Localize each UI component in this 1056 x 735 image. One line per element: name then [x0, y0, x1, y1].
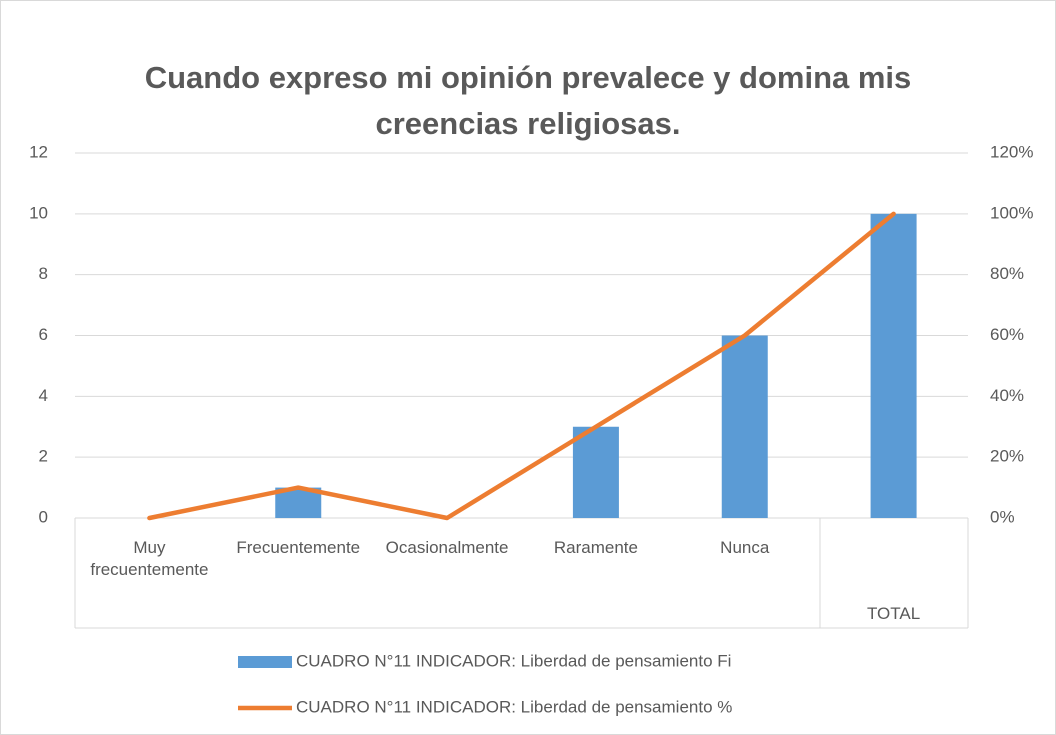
bar: [572, 426, 619, 518]
y2-tick-label: 60%: [990, 325, 1024, 344]
x-tick-label: Raramente: [553, 538, 638, 557]
x-tick-label: Nunca: [720, 538, 770, 557]
bar: [870, 213, 917, 519]
axis-frame: [74, 518, 969, 629]
y2-tick-label: 0%: [990, 507, 1015, 526]
legend-label: CUADRO N°11 INDICADOR: Liberdad de pensa…: [296, 651, 731, 670]
chart-title: Cuando expreso mi opinión prevalece y do…: [144, 60, 912, 141]
y-tick-label: 2: [39, 447, 48, 466]
y2-tick-label: 100%: [990, 203, 1033, 222]
line: [147, 211, 896, 521]
x-tick-label: Ocasionalmente: [385, 538, 509, 557]
y-tick-label: 0: [39, 507, 48, 526]
y-tick-label: 6: [39, 325, 48, 344]
x-tick-label: Muy frecuentemente: [90, 538, 209, 579]
y2-tick-label: 20%: [990, 447, 1024, 466]
y-tick-label: 12: [29, 142, 48, 161]
y2-tick-label: 40%: [990, 386, 1024, 405]
y-tick-label: 4: [39, 386, 48, 405]
x-tick-label: Frecuentemente: [236, 538, 361, 557]
bar: [721, 335, 768, 518]
legend-swatch: [238, 656, 292, 668]
y-tick-label: 8: [39, 264, 48, 283]
y2-tick-label: 80%: [990, 264, 1024, 283]
legend-label: CUADRO N°11 INDICADOR: Liberdad de pensa…: [296, 697, 732, 716]
x-tick-label: TOTAL: [866, 604, 921, 623]
y-tick-label: 10: [29, 203, 48, 222]
y2-tick-label: 120%: [990, 142, 1033, 161]
